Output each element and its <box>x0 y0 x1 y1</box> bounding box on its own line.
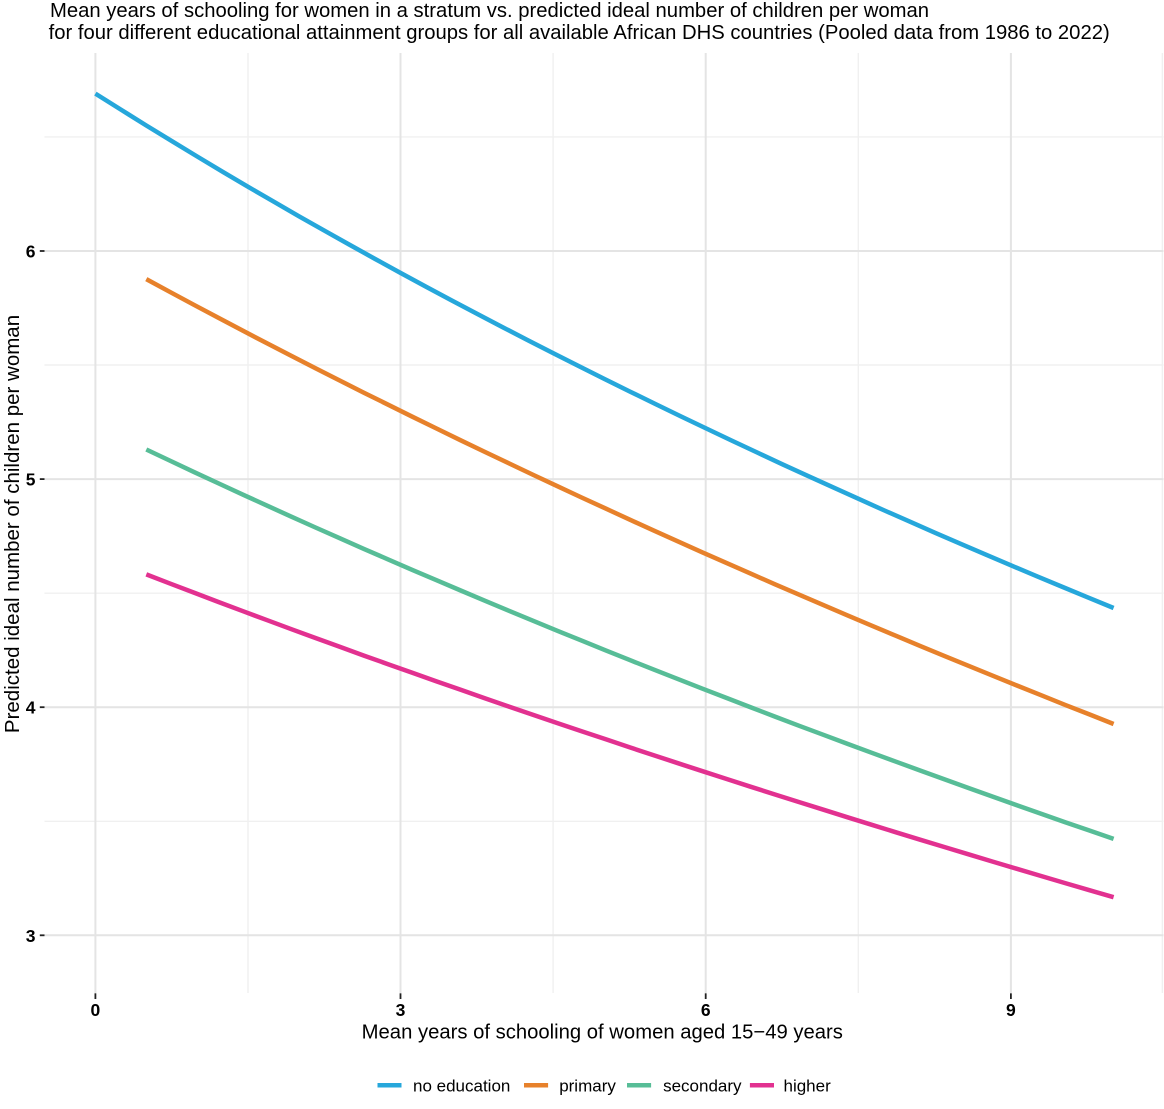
svg-text:9: 9 <box>1006 1000 1016 1020</box>
svg-text:0: 0 <box>91 1000 101 1020</box>
svg-text:Mean years of schooling for wo: Mean years of schooling for women in a s… <box>50 0 929 22</box>
svg-text:higher: higher <box>784 1076 832 1095</box>
svg-text:no education: no education <box>413 1076 510 1095</box>
svg-text:6: 6 <box>26 241 36 261</box>
svg-text:Mean years of schooling of wom: Mean years of schooling of women aged 15… <box>362 1021 843 1043</box>
svg-text:Predicted ideal number of chil: Predicted ideal number of children per w… <box>1 315 24 733</box>
svg-text:3: 3 <box>26 926 36 946</box>
svg-text:secondary: secondary <box>663 1076 742 1095</box>
svg-text:for four different educational: for four different educational attainmen… <box>49 22 1110 44</box>
svg-text:4: 4 <box>26 698 36 718</box>
svg-text:6: 6 <box>701 1000 711 1020</box>
svg-text:3: 3 <box>396 1000 406 1020</box>
svg-text:primary: primary <box>559 1076 616 1095</box>
svg-text:5: 5 <box>26 470 36 490</box>
